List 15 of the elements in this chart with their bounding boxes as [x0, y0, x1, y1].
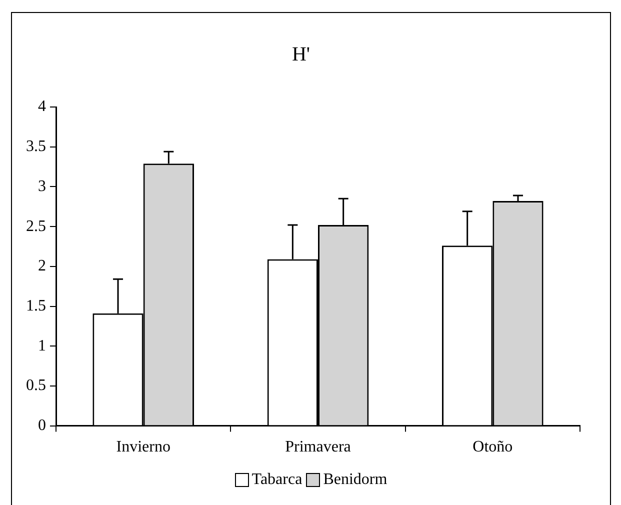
y-tick-label: 3.5: [26, 138, 46, 156]
x-tick-label: Primavera: [285, 438, 351, 456]
chart-title: H': [292, 43, 310, 66]
y-tick-label: 4: [38, 98, 46, 116]
y-tick-label: 2: [38, 258, 46, 275]
x-tick-label: Invierno: [116, 438, 170, 456]
y-tick-label: 1.5: [26, 297, 46, 314]
y-tick-label: 0: [38, 417, 46, 434]
y-tick-label: 2.5: [26, 218, 46, 235]
legend-label: Benidorm: [323, 471, 388, 489]
text: Tabarca: [252, 471, 302, 489]
y-tick-label: 3: [38, 178, 46, 195]
x-tick-label: Otoño: [472, 438, 513, 456]
y-tick-label: 0.5: [26, 377, 46, 394]
y-tick-label: 1: [38, 337, 46, 354]
